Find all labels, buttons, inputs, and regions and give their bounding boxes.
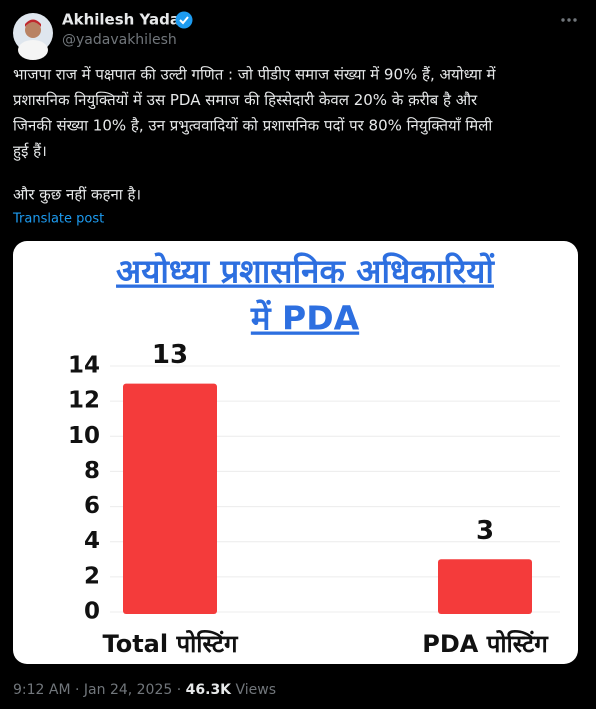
tweet-text: भाजपा राज में पक्षपात की उल्टी गणित : जो… [13, 66, 497, 162]
value-label: 3 [476, 516, 494, 546]
chart: अयोध्या प्रशासनिक अधिकारियों में PDA 0 2 4 6 8… [68, 252, 560, 658]
y-tick-label: 10 [68, 423, 100, 449]
x-tick-label: PDA पोस्टिंग [422, 630, 549, 658]
y-tick-label: 12 [68, 388, 100, 414]
y-tick-label: 4 [84, 528, 100, 554]
x-tick-label: Total पोस्टिंग [103, 630, 239, 658]
tweet-text-line: जिनकी संख्या 10% है, उन प्रभुत्ववादियों … [13, 117, 493, 136]
tweet-text-line: प्रशासनिक नियुक्तियों में उस PDA समाज की… [13, 91, 478, 110]
more-button[interactable] [561, 18, 577, 22]
y-tick-label: 8 [84, 458, 100, 484]
tweet-text-line: हुई हैं। [13, 142, 47, 161]
author-handle[interactable]: @yadavakhilesh [62, 32, 177, 48]
tweet-text-line: भाजपा राज में पक्षपात की उल्टी गणित : जो… [13, 66, 497, 84]
bar [438, 559, 532, 614]
y-tick-label: 6 [84, 493, 100, 519]
author-name[interactable]: Akhilesh Yadav [62, 11, 190, 29]
y-tick-label: 14 [68, 353, 100, 379]
time[interactable]: 9:12 AM [13, 682, 71, 698]
separator: · [177, 682, 181, 698]
y-tick-label: 2 [84, 563, 100, 589]
avatar[interactable] [13, 13, 53, 60]
chart-title: अयोध्या प्रशासनिक अधिकारियों [116, 252, 495, 291]
tweet-footer: 9:12 AM · Jan 24, 2025 · 46.3K Views [13, 682, 276, 698]
tweet-text-line: और कुछ नहीं कहना है। [13, 186, 141, 205]
verified-badge [175, 11, 193, 29]
value-label: 13 [152, 340, 188, 370]
y-tick-label: 0 [84, 599, 100, 625]
translate-link[interactable]: Translate post [12, 212, 104, 227]
separator: · [75, 682, 79, 698]
views-count: 46.3K [186, 682, 233, 698]
bar [123, 383, 217, 614]
chart-title: में PDA [250, 299, 360, 338]
views-label: Views [235, 682, 276, 698]
date[interactable]: Jan 24, 2025 [83, 682, 172, 698]
